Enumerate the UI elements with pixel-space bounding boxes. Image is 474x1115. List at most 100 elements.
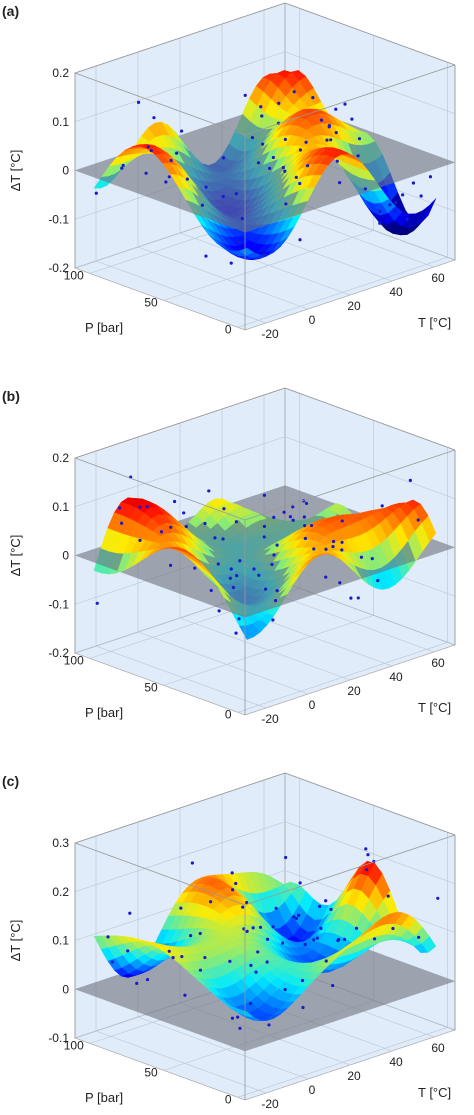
- box-edge: [74, 387, 286, 459]
- scatter-dot: [251, 926, 255, 930]
- scatter-dot: [319, 926, 323, 931]
- scatter-dot: [283, 169, 287, 173]
- scatter-dot: [303, 536, 308, 541]
- scatter-dot: [329, 138, 333, 142]
- scatter-dot: [359, 555, 364, 559]
- scatter-dot: [184, 524, 188, 529]
- scatter-dot: [169, 158, 173, 163]
- grid-line: [237, 257, 448, 328]
- scatter-dot: [256, 161, 261, 165]
- scatter-dot: [136, 100, 141, 105]
- scatter-dot: [228, 576, 232, 580]
- scatter-dot: [298, 148, 303, 152]
- scatter-dot: [203, 955, 207, 960]
- box-edge: [74, 772, 286, 844]
- scatter-dot: [294, 175, 298, 179]
- scatter-dot: [262, 493, 267, 497]
- scatter-dot: [106, 935, 110, 939]
- scatter-dot: [340, 540, 344, 544]
- surface: [101, 70, 376, 207]
- y-tick-label: 100: [64, 268, 84, 282]
- grid-line: [137, 246, 309, 310]
- grid-line: [237, 1027, 448, 1098]
- scatter-dot: [262, 524, 267, 528]
- scatter-dot: [168, 563, 173, 567]
- z-tick-label: -0.1: [48, 1031, 69, 1045]
- scatter-dot: [291, 505, 295, 509]
- z-axis-label: ΔT [°C]: [8, 535, 23, 577]
- scatter-dot: [217, 609, 221, 613]
- scatter-dot: [203, 521, 207, 526]
- scatter-dot: [241, 905, 245, 909]
- scatter-dot: [386, 894, 390, 898]
- scatter-dot: [149, 149, 153, 153]
- z-tick-label: 0: [62, 549, 69, 563]
- scatter-dot: [262, 535, 266, 539]
- grid-line: [95, 260, 267, 324]
- scatter-dot: [297, 913, 301, 917]
- scatter-dot: [436, 896, 440, 900]
- scatter-dot: [303, 524, 307, 528]
- scatter-dot: [229, 567, 233, 571]
- surface: [93, 860, 437, 1021]
- z-tick-label: 0.1: [52, 500, 69, 514]
- scatter-dot: [169, 525, 173, 529]
- scatter-dot: [234, 631, 238, 635]
- scatter-dot: [363, 187, 367, 191]
- scatter-dot: [238, 559, 242, 563]
- scatter-dot: [343, 102, 347, 106]
- scatter-dot: [267, 1023, 271, 1027]
- scatter-dot: [207, 489, 211, 493]
- z-tick-label: -0.1: [48, 597, 69, 611]
- y-tick-label: 100: [64, 1038, 84, 1052]
- scatter-dot: [300, 978, 305, 983]
- scatter-dot: [393, 209, 397, 213]
- scatter-dot: [298, 181, 302, 186]
- scatter-dot: [294, 916, 299, 921]
- scatter-dot: [324, 959, 328, 963]
- scatter-dot: [271, 618, 275, 622]
- scatter-dot: [334, 107, 338, 111]
- scatter-dot: [94, 191, 98, 195]
- x-tick-label: 60: [431, 656, 445, 670]
- scatter-dot: [237, 617, 241, 621]
- x-tick-label: 20: [347, 1069, 361, 1083]
- scatter-dot: [283, 137, 287, 142]
- scatter-dot: [265, 937, 270, 941]
- scatter-dot: [189, 934, 193, 938]
- scatter-dot: [311, 96, 315, 100]
- scatter-dot: [182, 511, 186, 515]
- scatter-dot: [275, 543, 279, 547]
- panel-label: (a): [2, 3, 19, 19]
- scatter-dot: [254, 970, 258, 974]
- scatter-dot: [357, 137, 362, 141]
- y-tick-label: 0: [225, 707, 232, 721]
- scatter-dot: [204, 254, 208, 258]
- scatter-dot: [312, 547, 316, 551]
- panel: -0.2 -0.1 0 0.1 0.2 -20 0 20 40 60 0 50 100 (b) ΔT [°C…: [2, 387, 457, 726]
- scatter-dot: [138, 538, 142, 542]
- scatter-dot: [271, 925, 275, 929]
- y-axis-label: P [bar]: [85, 705, 123, 720]
- scatter-dot: [175, 151, 179, 155]
- z-tick-label: 0.2: [52, 885, 69, 899]
- scatter-dot: [221, 156, 226, 160]
- z-tick-label: 0.3: [52, 836, 69, 850]
- scatter-dot: [263, 587, 268, 591]
- scatter-dot: [235, 574, 239, 578]
- z-tick-label: 0.1: [52, 115, 69, 129]
- scatter-dot: [221, 537, 225, 541]
- scatter-dot: [405, 217, 409, 221]
- scatter-dot: [324, 575, 328, 579]
- scatter-dot: [120, 166, 124, 170]
- scatter-dot: [292, 915, 296, 919]
- surface-patch: [216, 584, 231, 603]
- surface-patch: [239, 625, 255, 640]
- scatter-dot: [388, 203, 392, 207]
- x-tick-label: 40: [389, 670, 403, 684]
- surface-patch: [322, 509, 338, 521]
- scatter-dot: [172, 499, 177, 504]
- scatter-dot: [145, 977, 150, 982]
- x-tick-label: -20: [261, 712, 279, 726]
